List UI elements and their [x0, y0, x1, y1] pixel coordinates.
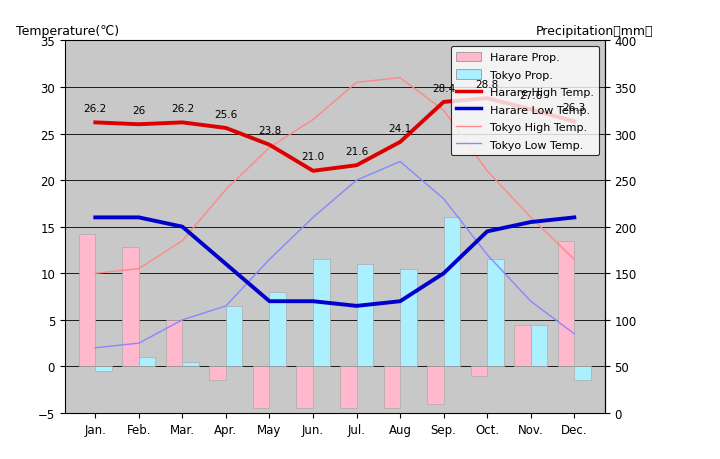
- Bar: [444, 218, 460, 367]
- Bar: [269, 292, 286, 367]
- Text: Temperature(℃): Temperature(℃): [16, 25, 120, 38]
- Text: 24.1: 24.1: [389, 123, 412, 133]
- Bar: [182, 362, 199, 367]
- Text: 26.2: 26.2: [84, 104, 107, 114]
- Bar: [226, 306, 243, 367]
- Text: 21.0: 21.0: [302, 152, 325, 162]
- Text: 27.6: 27.6: [519, 91, 542, 101]
- Bar: [78, 235, 95, 367]
- Bar: [122, 248, 139, 367]
- Bar: [313, 260, 330, 367]
- Bar: [356, 264, 373, 367]
- Text: 23.8: 23.8: [258, 126, 281, 136]
- Text: 26.2: 26.2: [171, 104, 194, 114]
- Bar: [95, 367, 112, 371]
- Legend: Harare Prop., Tokyo Prop., Harare High Temp., Harare Low Temp., Tokyo High Temp.: Harare Prop., Tokyo Prop., Harare High T…: [451, 47, 599, 156]
- Text: 28.4: 28.4: [432, 84, 455, 93]
- Text: 25.6: 25.6: [215, 109, 238, 119]
- Bar: [427, 367, 444, 404]
- Bar: [400, 269, 417, 367]
- Bar: [471, 367, 487, 376]
- Text: 21.6: 21.6: [345, 146, 368, 157]
- Bar: [297, 367, 313, 409]
- Bar: [340, 367, 356, 409]
- Text: Precipitation（mm）: Precipitation（mm）: [536, 25, 654, 38]
- Bar: [210, 367, 226, 381]
- Bar: [514, 325, 531, 367]
- Bar: [384, 367, 400, 409]
- Bar: [139, 357, 156, 367]
- Text: 26.3: 26.3: [563, 103, 586, 113]
- Bar: [166, 320, 182, 367]
- Bar: [575, 367, 591, 381]
- Bar: [487, 260, 504, 367]
- Text: 28.8: 28.8: [476, 80, 499, 90]
- Bar: [558, 241, 575, 367]
- Bar: [531, 325, 547, 367]
- Text: 26: 26: [132, 106, 145, 116]
- Bar: [253, 367, 269, 409]
